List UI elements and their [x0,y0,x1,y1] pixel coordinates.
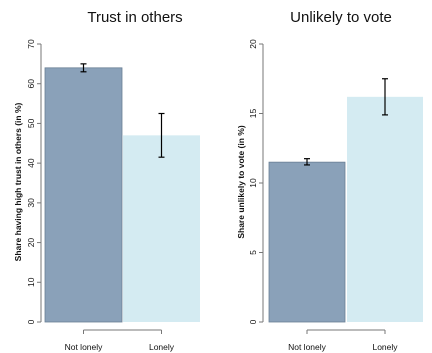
y-axis-label: Share having high trust in others (in %) [13,102,23,261]
y-tick-label: 30 [26,198,36,208]
chart-title: Unlikely to vote [290,9,392,26]
y-tick-label: 20 [26,238,36,248]
unlikely-to-vote-panel: Unlikely to vote Share unlikely to vote … [236,9,423,352]
bar-lonely [347,96,423,322]
error-bars [304,78,388,166]
trust-in-others-panel: Trust in others Share having high trust … [13,9,200,352]
x-axis: Not lonely Lonely [288,329,398,352]
y-tick-label: 20 [248,39,258,49]
chart-title: Trust in others [87,9,182,26]
bar-not-lonely [268,161,346,323]
y-tick-label: 15 [248,109,258,119]
x-axis: Not lonely Lonely [65,329,175,352]
y-axis: 0 10 20 30 40 50 60 70 [26,39,42,324]
y-axis: 0 5 10 15 20 [248,39,264,324]
y-axis-label: Share unlikely to vote (in %) [236,125,246,239]
bars [268,96,423,323]
x-tick-label: Lonely [372,342,398,352]
y-tick-label: 50 [26,118,36,128]
x-tick-label: Not lonely [288,342,327,352]
y-tick-label: 0 [248,319,258,324]
y-tick-label: 5 [248,250,258,255]
error-bars [80,63,165,158]
bar-not-lonely [44,67,123,323]
x-tick-label: Not lonely [65,342,104,352]
bar-lonely [123,135,200,322]
y-tick-label: 40 [26,158,36,168]
y-tick-label: 0 [26,319,36,324]
x-tick-label: Lonely [149,342,175,352]
y-tick-label: 70 [26,39,36,49]
y-tick-label: 10 [26,277,36,287]
y-tick-label: 60 [26,79,36,89]
bars [44,67,200,323]
y-tick-label: 10 [248,178,258,188]
